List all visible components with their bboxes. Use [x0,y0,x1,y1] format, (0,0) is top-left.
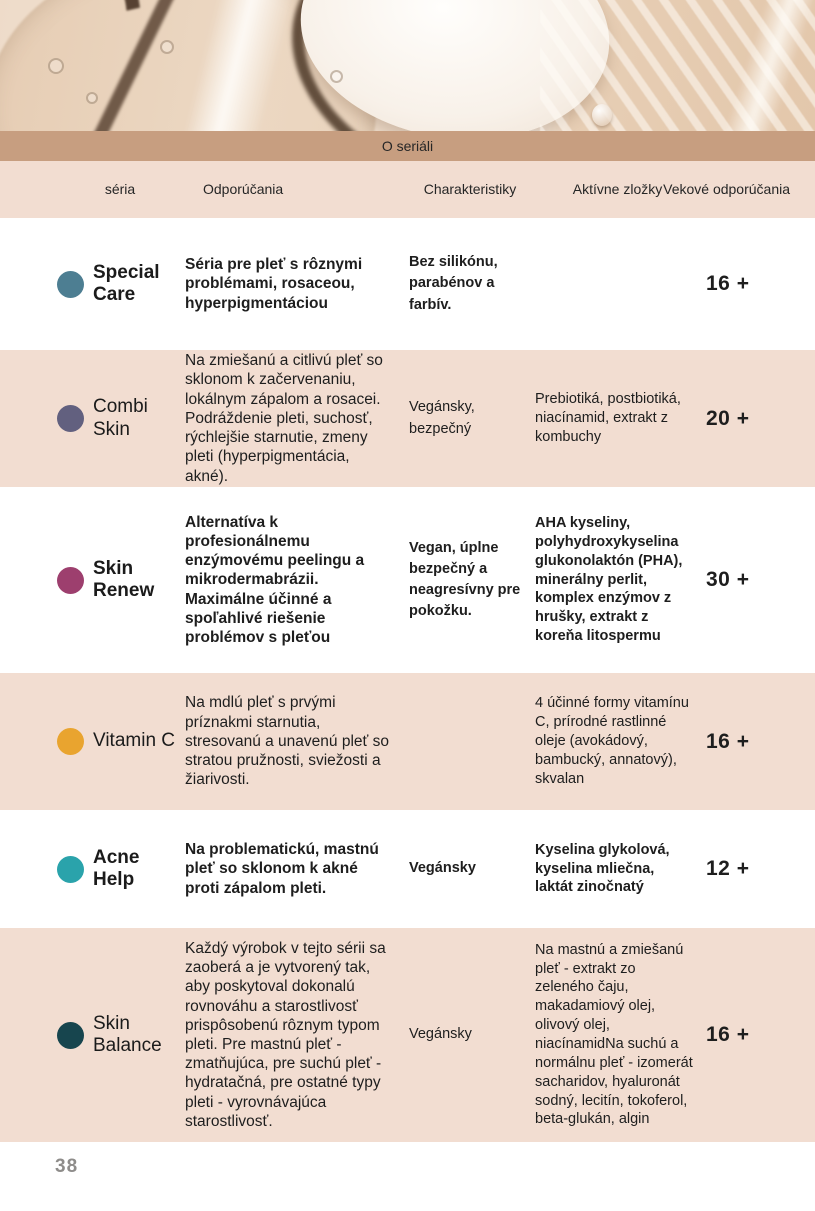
series-color-dot [57,855,84,883]
active-ingredients-cell: Prebiotiká, postbiotiká, niacínamid, ext… [535,391,681,445]
characteristics-cell: Vegánsky [409,860,476,877]
table-row: Vitamin C Na mdlú pleť s prvými príznakm… [0,673,815,810]
recommendations-cell: Séria pre pleť s rôznymi problémami, ros… [185,256,363,312]
table-header-row: séria Odporúčania Charakteristiky Aktívn… [0,161,815,218]
recommendations-cell: Alternatíva k profesionálnemu enzýmovému… [185,513,365,647]
series-color-dot [57,566,84,594]
photo-banner [0,0,815,131]
active-ingredients-cell: Na mastnú a zmiešanú pleť - extrakt zo z… [535,941,693,1128]
age-cell: 20 + [706,406,750,430]
page-number: 38 [55,1156,79,1177]
header-series: séria [104,180,136,197]
series-name: Special Care [93,261,160,305]
bubble-decoration [160,40,174,54]
section-bar: O seriáli [0,131,815,161]
table-row: Skin Renew Alternatíva k profesionálnemu… [0,487,815,673]
age-cell: 16 + [706,272,750,295]
series-color-dot [57,1021,84,1049]
recommendations-cell: Na zmiešanú a citlivú pleť so sklonom k … [185,352,383,485]
series-color-dot [57,270,84,298]
series-name: Vitamin C [93,730,176,752]
droplet-decoration [592,104,612,126]
series-name: Skin Renew [93,557,155,601]
series-name: Combi Skin [93,396,148,440]
series-cell: Skin Balance [0,1013,185,1058]
age-cell: 30 + [706,568,750,591]
age-cell: 12 + [706,857,750,880]
series-name: Skin Balance [93,1012,162,1056]
header-recommendations: Odporúčania [203,180,284,197]
bubble-decoration [86,92,98,104]
series-name: Acne Help [93,846,140,890]
series-cell: Vitamin C [0,728,185,755]
header-active-ingredients: Aktívne zložky [572,180,663,197]
active-ingredients-cell: Kyselina glykolová, kyselina mliečna, la… [535,841,670,896]
table-row: Special Care Séria pre pleť s rôznymi pr… [0,218,815,350]
series-cell: Skin Renew [0,558,185,603]
table-row: Combi Skin Na zmiešanú a citlivú pleť so… [0,350,815,487]
series-cell: Special Care [0,262,185,307]
characteristics-cell: Vegan, úplne bezpečný a neagresívny pre … [409,539,521,620]
bubble-decoration [330,70,343,83]
active-ingredients-cell: 4 účinné formy vitamínu C, prírodné rast… [535,695,689,787]
characteristics-cell: Vegánsky, bezpečný [409,399,475,437]
recommendations-cell: Na mdlú pleť s prvými príznakmi starnuti… [185,694,390,789]
series-cell: Combi Skin [0,396,185,441]
table-row: Acne Help Na problematickú, mastnú pleť … [0,810,815,928]
series-cell: Acne Help [0,847,185,892]
table-row: Skin Balance Každý výrobok v tejto sérii… [0,928,815,1142]
characteristics-cell: Bez silikónu, parabénov a farbív. [409,254,498,313]
header-characteristics: Charakteristiky [423,180,517,197]
section-title: O seriáli [381,138,434,154]
series-color-dot [57,728,84,755]
recommendations-cell: Na problematickú, mastnú pleť so sklonom… [185,841,379,897]
page-footer: 38 [0,1142,815,1211]
characteristics-cell: Vegánsky [409,1026,472,1043]
age-cell: 16 + [706,729,750,753]
bubble-decoration [48,58,64,74]
series-color-dot [57,405,84,432]
recommendations-cell: Každý výrobok v tejto sérii sa zaoberá a… [185,939,386,1130]
active-ingredients-cell: AHA kyseliny, polyhydroxykyselina glukon… [535,515,683,645]
age-cell: 16 + [706,1023,750,1046]
header-age: Vekové odporúčania [663,180,790,197]
